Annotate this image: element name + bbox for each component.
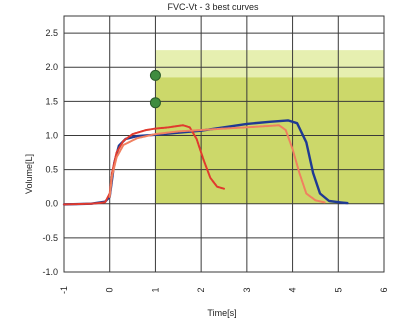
y-tick-label: -1.0 (42, 267, 58, 277)
y-tick-label: 2.0 (45, 62, 58, 72)
x-axis-label: Time[s] (207, 308, 236, 318)
markers-layer (149, 69, 161, 109)
y-tick-label: 2.5 (45, 28, 58, 38)
x-tick-label: 0 (105, 287, 115, 292)
y-axis-label: Volume[L] (24, 154, 34, 194)
x-tick-label: 6 (379, 287, 389, 292)
y-tick-label: 1.5 (45, 96, 58, 106)
ticks-layer: -1 0 1 2 3 4 5 6 -1.0 -0.5 0.0 0.5 1.0 1.5 2.0 2.5 (42, 28, 389, 294)
series-layer (62, 119, 349, 206)
marker-point-1 (149, 97, 161, 109)
x-tick-label: 1 (150, 287, 160, 292)
x-tick-label: -1 (59, 286, 69, 294)
y-tick-label: 1.0 (45, 130, 58, 140)
y-tick-label: 0.0 (45, 199, 58, 209)
target-zone-1 (155, 77, 384, 204)
grid-layer (63, 15, 385, 273)
zones-layer (155, 50, 384, 204)
marker-point-0 (149, 69, 161, 81)
x-tick-label: 4 (288, 287, 298, 292)
y-tick-label: -0.5 (42, 233, 58, 243)
curve-2 (108, 124, 326, 204)
y-tick-label: 0.5 (45, 165, 58, 175)
x-tick-label: 3 (242, 287, 252, 292)
x-tick-label: 5 (333, 287, 343, 292)
x-tick-label: 2 (196, 287, 206, 292)
plot-frame (63, 15, 385, 273)
chart-title: FVC-Vt - 3 best curves (167, 2, 259, 12)
